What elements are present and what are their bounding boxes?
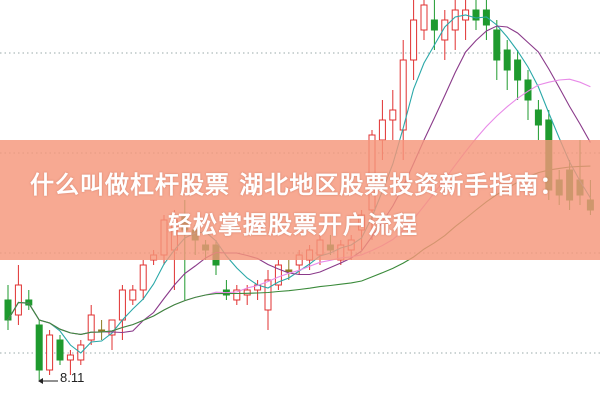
candle-up: [118, 289, 126, 321]
candle-up: [108, 319, 116, 336]
title-banner: [0, 140, 600, 260]
candle-up: [87, 314, 95, 341]
candle-down: [472, 9, 480, 21]
candle-up: [233, 289, 241, 301]
ma-line-5: [7, 14, 591, 354]
candle-up: [451, 9, 459, 31]
candle-up: [139, 264, 147, 291]
title-line-1: 什么叫做杠杆股票 湖北地区股票投资新手指南：: [30, 171, 565, 199]
candle-up: [378, 119, 386, 141]
candle-up: [14, 284, 22, 316]
candle-up: [399, 59, 407, 131]
candle-down: [430, 19, 438, 31]
candle-down: [35, 324, 43, 371]
candle-up: [441, 19, 449, 41]
candle-up: [129, 289, 137, 301]
candle-up: [264, 279, 272, 311]
candle-down: [56, 339, 64, 361]
candle-up: [410, 19, 418, 61]
candle-down: [534, 109, 542, 126]
candle-up: [243, 289, 251, 296]
candle-down: [514, 59, 522, 81]
candle-down: [285, 269, 293, 272]
low-price-label: 8.11: [60, 370, 85, 385]
candle-up: [389, 109, 397, 121]
candle-up: [274, 264, 282, 286]
candle-down: [503, 49, 511, 71]
low-annotation-arrow: [38, 378, 58, 384]
candle-up: [420, 4, 428, 31]
candle-up: [46, 334, 54, 371]
candle-down: [493, 29, 501, 61]
candle-up: [66, 354, 74, 361]
title-line-2: 轻松掌握股票开户流程: [168, 211, 418, 239]
candle-down: [25, 299, 33, 306]
arrow-head-icon: [38, 378, 43, 384]
